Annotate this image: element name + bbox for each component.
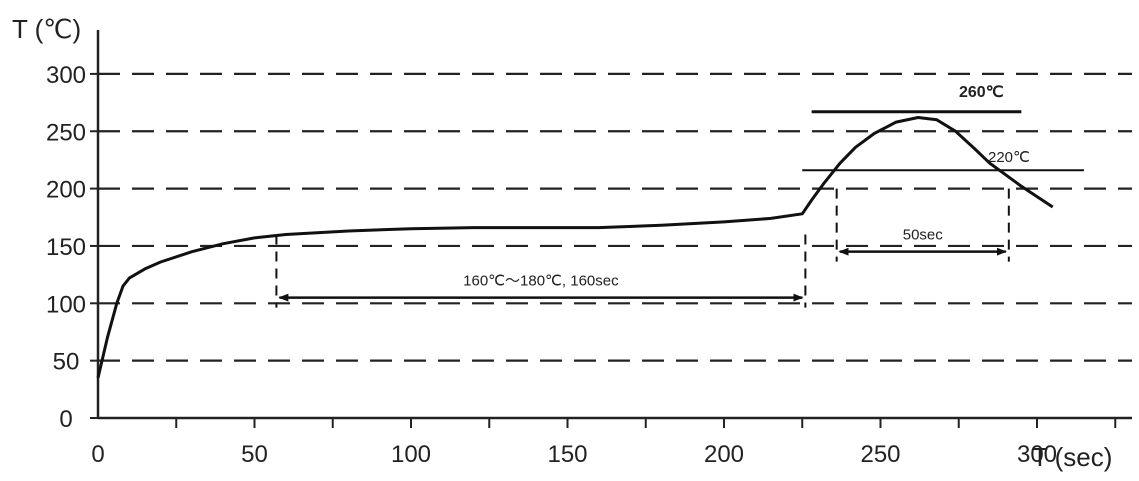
y-tick-label-150: 150 — [46, 234, 86, 261]
x-axis-label: T (sec) — [1032, 442, 1112, 472]
grid-lines — [98, 72, 1132, 362]
interval-label-0: 160℃～180℃, 160sec — [463, 273, 619, 290]
y-tick-label-0: 0 — [59, 406, 72, 433]
y-tick-label-50: 50 — [53, 349, 80, 376]
reference-label-0: 260℃ — [959, 84, 1004, 101]
reference-lines: 260℃ 220℃ — [802, 84, 1084, 172]
y-tick-label-200: 200 — [46, 177, 86, 204]
y-tick-label-100: 100 — [46, 291, 86, 318]
x-tick-label-0: 0 — [91, 441, 104, 468]
interval-markers: 160℃～180℃, 160sec 50sec — [275, 188, 1010, 308]
y-axis-label: T (℃) — [12, 14, 81, 44]
axis-ticks: 0 50 100 150 200 250 300 0 50 100 150 200 250 300 — [46, 62, 1117, 468]
x-tick-label-50: 50 — [241, 441, 268, 468]
x-tick-label-300: 300 — [1017, 441, 1057, 468]
interval-label-1: 50sec — [903, 227, 944, 244]
reference-label-1: 220℃ — [988, 149, 1030, 166]
x-tick-label-150: 150 — [547, 441, 587, 468]
y-tick-label-250: 250 — [46, 119, 86, 146]
x-tick-label-100: 100 — [391, 441, 431, 468]
x-tick-label-250: 250 — [860, 441, 900, 468]
y-tick-label-300: 300 — [46, 62, 86, 89]
x-tick-label-200: 200 — [704, 441, 744, 468]
temperature-curve — [96, 116, 1054, 379]
